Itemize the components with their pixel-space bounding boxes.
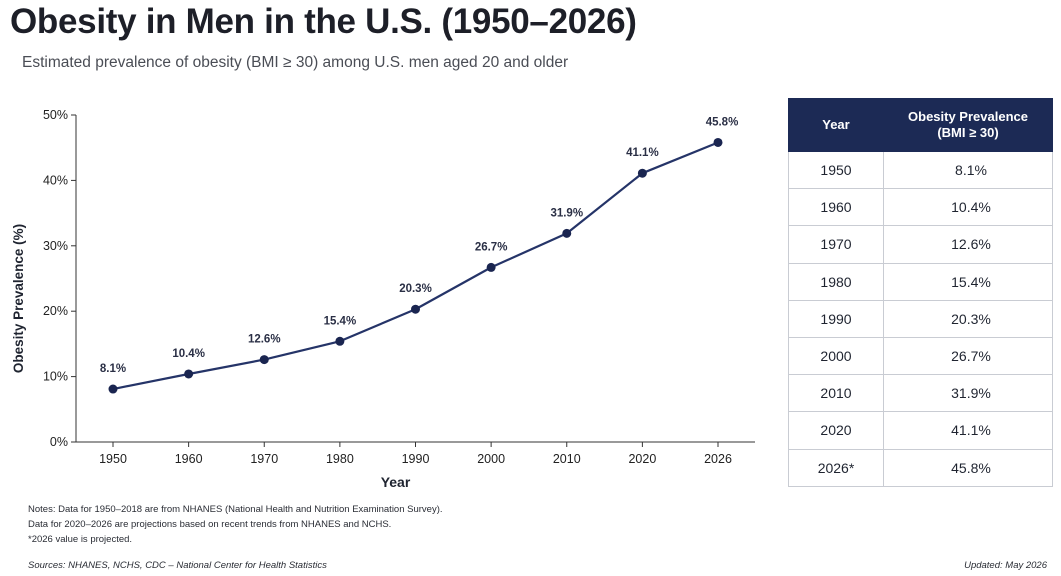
data-point: [637, 168, 647, 178]
table-row: 1990 20.3%: [788, 299, 1053, 338]
sources: Sources: NHANES, NCHS, CDC – National Ce…: [28, 560, 327, 571]
table-header-year: Year: [788, 98, 884, 152]
data-point: [335, 336, 345, 346]
data-point: [411, 304, 420, 314]
y-axis-title: Obesity Prevalence (%): [11, 224, 26, 373]
table-cell-year: 2026*: [788, 448, 884, 487]
table-cell-prevalence: 45.8%: [883, 448, 1053, 487]
data-label: 8.1%: [100, 363, 126, 375]
x-tick-label: 1980: [326, 452, 354, 466]
table-row: 1950 8.1%: [788, 150, 1053, 190]
table-cell-year: 2010: [788, 374, 884, 413]
table-header-prevalence-line2: (BMI ≥ 30): [937, 125, 999, 140]
table-cell-prevalence: 26.7%: [883, 336, 1053, 376]
chart-title: Obesity in Men in the U.S. (1950–2026): [10, 2, 637, 41]
data-label: 26.7%: [475, 241, 508, 253]
y-tick-label: 10%: [43, 370, 68, 384]
table-cell-year: 1980: [788, 262, 884, 301]
table-cell-year: 1970: [788, 225, 884, 264]
table-row: 1960 10.4%: [788, 188, 1053, 227]
x-tick-label: 1990: [402, 452, 430, 466]
table-row: 2000 26.7%: [788, 336, 1053, 376]
data-label: 31.9%: [550, 207, 583, 219]
data-label: 45.8%: [706, 116, 739, 128]
y-tick-label: 50%: [43, 108, 68, 122]
x-tick-label: 1970: [250, 452, 278, 466]
x-tick-label: 1950: [99, 452, 127, 466]
x-axis-title: Year: [381, 474, 411, 490]
table-cell-year: 1960: [788, 188, 884, 227]
data-label: 41.1%: [626, 147, 659, 159]
table-row: 2026* 45.8%: [788, 448, 1053, 487]
table-body: 1950 8.1% 1960 10.4% 1970 12.6% 1980 15.4% 1990 2…: [788, 150, 1053, 487]
data-point: [486, 262, 496, 272]
table-header-prevalence-line1: Obesity Prevalence: [908, 109, 1028, 124]
notes: Notes: Data for 1950–2018 are from NHANE…: [28, 502, 443, 547]
table-cell-year: 1950: [788, 150, 884, 190]
data-label: 15.4%: [324, 315, 357, 327]
note-line-3: *2026 value is projected.: [28, 534, 133, 545]
data-label: 12.6%: [248, 334, 281, 346]
table-header-row: Year Obesity Prevalence (BMI ≥ 30): [788, 98, 1053, 152]
table-header-prevalence: Obesity Prevalence (BMI ≥ 30): [883, 98, 1053, 152]
table-row: 2010 31.9%: [788, 374, 1053, 413]
table-cell-year: 2020: [788, 411, 884, 450]
x-tick-label: 2010: [553, 452, 581, 466]
prevalence-table-container: Year Obesity Prevalence (BMI ≥ 30) 1950 8…: [788, 98, 1053, 487]
y-tick-label: 0%: [50, 435, 68, 449]
data-point: [713, 137, 723, 147]
data-point: [184, 369, 194, 379]
y-tick-label: 20%: [43, 304, 68, 318]
y-tick-label: 40%: [43, 173, 68, 187]
table-cell-prevalence: 20.3%: [883, 299, 1053, 338]
data-label: 20.3%: [399, 283, 432, 295]
data-point: [562, 228, 572, 238]
table-cell-prevalence: 12.6%: [883, 225, 1053, 264]
updated-date: Updated: May 2026: [964, 560, 1047, 571]
table-cell-year: 2000: [788, 336, 884, 376]
table-cell-prevalence: 31.9%: [883, 374, 1053, 413]
table-cell-prevalence: 41.1%: [883, 411, 1053, 450]
table-cell-prevalence: 15.4%: [883, 262, 1053, 301]
note-line-1: Notes: Data for 1950–2018 are from NHANE…: [28, 504, 443, 515]
chart-subtitle: Estimated prevalence of obesity (BMI ≥ 3…: [22, 54, 569, 71]
data-point: [259, 355, 269, 365]
data-point: [108, 384, 118, 394]
x-tick-label: 2026: [704, 452, 732, 466]
table-cell-prevalence: 10.4%: [883, 188, 1053, 227]
line-chart: 0% 10% 20% 30% 40% 50% 1950 1960 1970 1980 1990 200…: [11, 108, 755, 490]
x-tick-label: 1960: [175, 452, 203, 466]
table-row: 1970 12.6%: [788, 225, 1053, 264]
data-label: 10.4%: [172, 348, 205, 360]
note-line-2: Data for 2020–2026 are projections based…: [28, 519, 392, 530]
table-cell-year: 1990: [788, 299, 884, 338]
table-row: 1980 15.4%: [788, 262, 1053, 301]
table-cell-prevalence: 8.1%: [883, 150, 1053, 190]
x-tick-label: 2000: [477, 452, 505, 466]
table-row: 2020 41.1%: [788, 411, 1053, 450]
x-tick-label: 2020: [628, 452, 656, 466]
y-tick-label: 30%: [43, 239, 68, 253]
prevalence-table: Year Obesity Prevalence (BMI ≥ 30) 1950 8…: [788, 98, 1053, 487]
